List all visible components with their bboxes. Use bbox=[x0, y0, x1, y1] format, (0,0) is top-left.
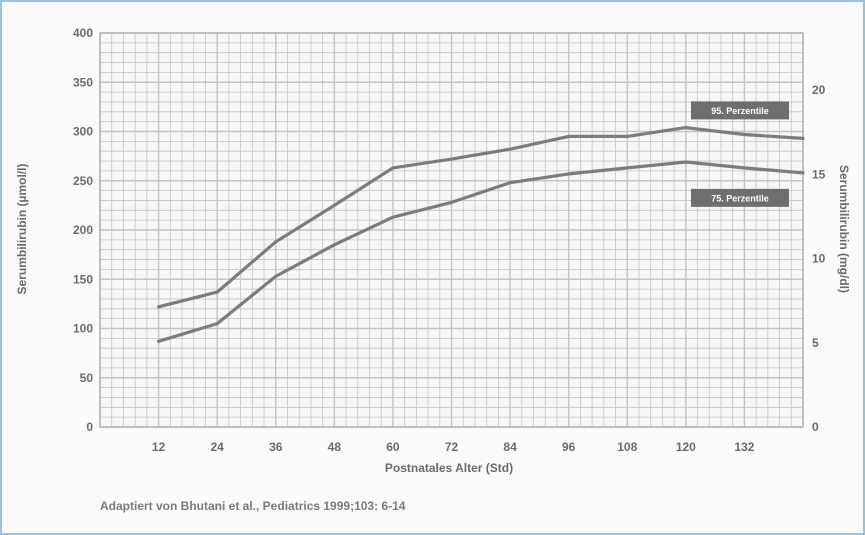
y-tick-label-left: 250 bbox=[73, 174, 93, 188]
x-tick-label: 12 bbox=[152, 440, 166, 454]
y-tick-label-right: 5 bbox=[812, 336, 819, 350]
plot-border bbox=[99, 32, 804, 428]
series-layer: 95. Perzentile 75. Perzentile bbox=[157, 101, 805, 343]
y-tick-label-left: 200 bbox=[73, 223, 93, 237]
y-tick-label-left: 400 bbox=[73, 26, 93, 40]
x-tick-label: 132 bbox=[734, 440, 754, 454]
y-axis-title-right: Serumbilirubin (mg/dl) bbox=[837, 165, 851, 293]
y-tick-label-left: 300 bbox=[73, 125, 93, 139]
series-label-box bbox=[691, 188, 789, 207]
source-note: Adaptiert von Bhutani et al., Pediatrics… bbox=[100, 499, 406, 513]
series-label-box bbox=[691, 101, 789, 120]
x-tick-label: 72 bbox=[445, 440, 459, 454]
y-tick-label-left: 350 bbox=[73, 75, 93, 89]
x-tick-label: 48 bbox=[328, 440, 342, 454]
series-label-text: 95. Perzentile bbox=[711, 106, 769, 116]
x-tick-label: 120 bbox=[676, 440, 696, 454]
series-label: 75. Perzentile bbox=[691, 188, 789, 207]
y-tick-label-left: 50 bbox=[80, 371, 94, 385]
x-tick-label: 96 bbox=[562, 440, 576, 454]
y-tick-label-left: 0 bbox=[86, 420, 93, 434]
tick-layer: 12 24 36 48 60 72 84 96 108 120 132050100150200250… bbox=[73, 26, 826, 454]
x-tick-label: 24 bbox=[210, 440, 224, 454]
x-axis-title: Postnatales Alter (Std) bbox=[385, 461, 513, 475]
series-line bbox=[157, 160, 805, 343]
y-tick-label-right: 20 bbox=[812, 83, 826, 97]
y-tick-label-right: 0 bbox=[812, 420, 819, 434]
series-line bbox=[157, 125, 805, 309]
y-tick-label-left: 150 bbox=[73, 272, 93, 286]
series-label-text: 75. Perzentile bbox=[711, 193, 769, 203]
y-tick-label-right: 10 bbox=[812, 252, 826, 266]
series-label: 95. Perzentile bbox=[691, 101, 789, 120]
x-tick-label: 36 bbox=[269, 440, 283, 454]
y-tick-label-left: 100 bbox=[73, 322, 93, 336]
x-tick-label: 84 bbox=[503, 440, 517, 454]
x-tick-label: 60 bbox=[386, 440, 400, 454]
grid bbox=[99, 32, 804, 428]
y-axis-title-left: Serumbilirubin (µmol/l) bbox=[15, 164, 29, 295]
x-tick-label: 108 bbox=[617, 440, 637, 454]
y-tick-label-right: 15 bbox=[812, 167, 826, 181]
